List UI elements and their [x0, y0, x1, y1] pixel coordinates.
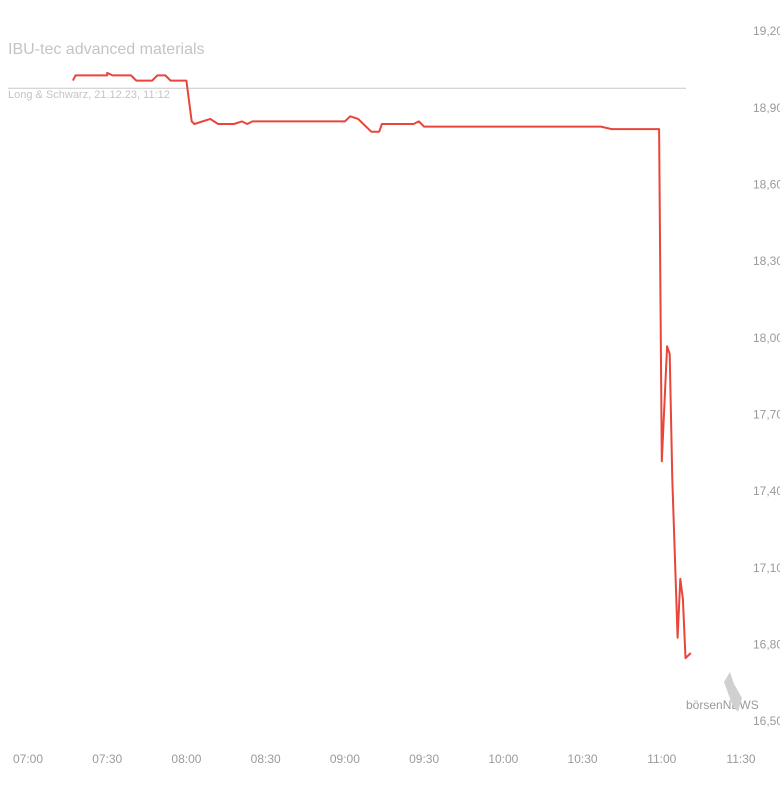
x-tick-label: 07:00: [13, 752, 43, 766]
x-tick-label: 08:30: [251, 752, 281, 766]
y-tick-label: 16,50: [753, 714, 780, 728]
y-tick-label: 17,10: [753, 561, 780, 575]
y-tick-label: 16,80: [753, 638, 780, 652]
y-tick-label: 18,30: [753, 254, 780, 268]
x-tick-label: 10:00: [488, 752, 518, 766]
y-tick-label: 17,40: [753, 484, 780, 498]
x-tick-label: 09:00: [330, 752, 360, 766]
x-tick-label: 10:30: [568, 752, 598, 766]
chart-title: IBU-tec advanced materials: [8, 41, 205, 58]
y-tick-label: 18,00: [753, 331, 780, 345]
watermark-icon: [724, 672, 742, 712]
x-tick-label: 09:30: [409, 752, 439, 766]
x-tick-label: 07:30: [92, 752, 122, 766]
y-tick-label: 17,70: [753, 408, 780, 422]
y-tick-label: 18,90: [753, 101, 780, 115]
x-tick-label: 11:00: [647, 752, 676, 766]
y-tick-label: 19,20: [753, 24, 780, 38]
x-tick-label: 08:00: [171, 752, 201, 766]
y-tick-label: 18,60: [753, 178, 780, 192]
price-line: [72, 71, 692, 660]
chart-subtitle: Long & Schwarz, 21.12.23, 11:12: [8, 89, 170, 101]
x-tick-label: 11:30: [726, 752, 755, 766]
watermark: börsenNEWS: [686, 698, 759, 712]
